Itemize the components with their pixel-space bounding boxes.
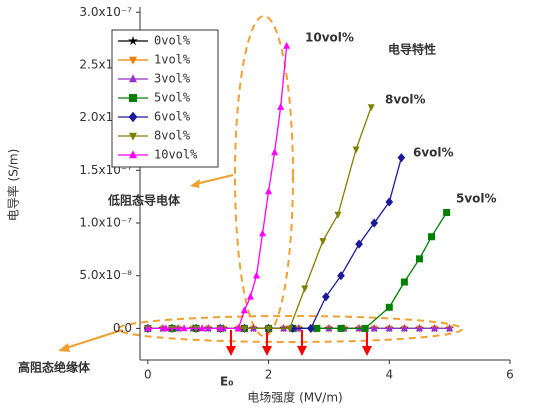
marker: [322, 292, 330, 302]
marker: [180, 324, 188, 332]
legend-label: 0vol%: [154, 34, 191, 48]
marker: [277, 102, 285, 110]
legend-marker: [129, 56, 137, 65]
y-axis-label: 电导率 (S/m): [6, 149, 21, 222]
pointer: [195, 174, 234, 185]
marker: [192, 325, 200, 333]
marker: [265, 325, 273, 333]
series-line: [147, 212, 448, 330]
legend-label: 3vol%: [154, 72, 191, 86]
marker: [400, 324, 408, 332]
highlight-ellipse: [234, 15, 294, 337]
marker: [174, 324, 182, 332]
marker: [234, 324, 242, 332]
legend-marker: [129, 150, 137, 159]
highlight-ellipse: [117, 315, 463, 343]
x-tick-label: 4: [385, 368, 393, 382]
marker: [295, 324, 303, 332]
marker: [334, 211, 342, 219]
marker: [246, 292, 254, 300]
series-line: [147, 157, 402, 330]
pointer-head: [190, 179, 200, 188]
marker: [415, 255, 423, 263]
marker: [431, 324, 439, 332]
marker: [204, 324, 212, 332]
marker: [168, 325, 176, 333]
annotation: 8vol%: [385, 93, 426, 107]
marker: [162, 324, 170, 332]
marker: [361, 324, 369, 332]
marker: [280, 324, 288, 332]
marker: [443, 208, 451, 216]
marker: [325, 324, 333, 332]
marker: [319, 238, 327, 246]
annotation: 高阻态绝缘体: [18, 360, 91, 375]
marker: [240, 325, 248, 333]
series-line: [147, 45, 288, 330]
marker: [415, 324, 423, 332]
legend-label: 1vol%: [154, 53, 191, 67]
marker: [286, 325, 294, 333]
legend-label: 8vol%: [154, 129, 191, 143]
marker: [385, 303, 393, 311]
marker: [283, 41, 291, 49]
legend-marker: [128, 111, 138, 123]
e0-arrows: [226, 330, 372, 356]
marker: [313, 324, 321, 332]
marker: [198, 324, 206, 332]
pointer: [65, 329, 123, 349]
y-tick-label: 0.0: [113, 321, 132, 335]
marker: [144, 324, 152, 332]
marker: [397, 153, 406, 163]
y-tick-label: 5.0x10⁻⁸: [79, 268, 132, 282]
legend-marker: [128, 35, 138, 46]
pointer-head: [58, 343, 70, 352]
x-tick-label: 6: [506, 368, 514, 382]
marker: [370, 324, 378, 332]
y-tick-label: 1.0x10⁻⁷: [79, 216, 132, 230]
marker: [400, 278, 408, 286]
legend-marker: [129, 132, 137, 141]
marker: [301, 285, 309, 293]
annotation: 低阻态导电体: [107, 193, 181, 208]
marker: [252, 271, 260, 279]
marker: [337, 271, 345, 281]
marker: [306, 323, 315, 333]
marker: [259, 229, 267, 237]
marker: [355, 239, 363, 249]
y-tick-label: 3.0x10⁻⁷: [79, 5, 132, 19]
marker: [428, 233, 436, 241]
marker: [240, 306, 248, 314]
annotation: 5vol%: [456, 192, 497, 206]
annotation: E₀: [220, 375, 233, 389]
annotation: 6vol%: [413, 146, 454, 160]
legend-marker: [129, 94, 137, 102]
marker: [249, 324, 257, 332]
annotation: 电导特性: [388, 42, 436, 57]
marker: [446, 324, 454, 332]
marker: [216, 324, 224, 332]
marker: [337, 324, 345, 332]
legend-label: 10vol%: [154, 148, 198, 162]
annotation: 10vol%: [305, 31, 354, 45]
marker: [370, 218, 379, 228]
legend-label: 6vol%: [154, 110, 191, 124]
marker: [288, 323, 297, 333]
legend-marker: [129, 74, 137, 83]
marker: [385, 324, 393, 332]
marker: [385, 197, 394, 207]
marker: [265, 187, 273, 195]
marker: [271, 148, 279, 156]
marker: [355, 324, 363, 332]
x-tick-label: 0: [144, 368, 152, 382]
marker: [352, 146, 360, 154]
legend-label: 5vol%: [154, 91, 191, 105]
x-tick-label: 2: [265, 368, 273, 382]
x-axis-label: 电场强度 (MV/m): [247, 390, 342, 405]
marker: [367, 104, 375, 112]
